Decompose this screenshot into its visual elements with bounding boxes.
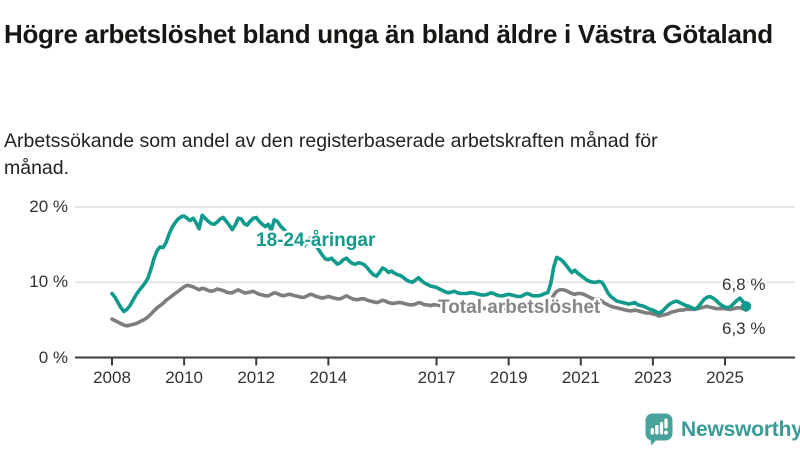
newsworthy-wordmark: Newsworthy [681,417,800,441]
gridlines [75,206,795,283]
series-end-dot [740,301,752,312]
axis-group [75,356,795,366]
x-tick-label-2017: 2017 [417,368,456,387]
end-value-label-youth: 6,8 % [722,275,766,294]
y-tick-label-20: 20 % [29,197,68,216]
series-line-youth [110,213,748,315]
x-tick-label-2014: 2014 [309,368,348,387]
newsworthy-logo[interactable]: Newsworthy [644,413,800,446]
series-label-youth: 18-24-åringar [256,230,376,251]
x-tick-label-2025: 2025 [706,368,744,387]
series-line-total [110,283,748,328]
series-lines [110,213,752,328]
page-title: Högre arbetslöshet bland unga än bland ä… [4,19,773,50]
y-tick-label-0: 0 % [38,347,68,367]
x-tick-label-2019: 2019 [489,368,528,387]
y-tick-label-10: 10 % [29,272,68,292]
end-value-label-total: 6,3 % [722,319,766,338]
series-label-total: Total arbetslöshet [438,297,601,318]
x-tick-label-2021: 2021 [561,368,600,387]
x-tick-label-2012: 2012 [237,368,276,387]
x-tick-label-2010: 2010 [165,368,204,387]
newsworthy-bubble-icon [645,413,673,446]
x-tick-label-2023: 2023 [633,368,672,387]
x-tick-label-2008: 2008 [93,368,131,387]
page-subtitle: Arbetssökande som andel av den registerb… [4,129,658,179]
